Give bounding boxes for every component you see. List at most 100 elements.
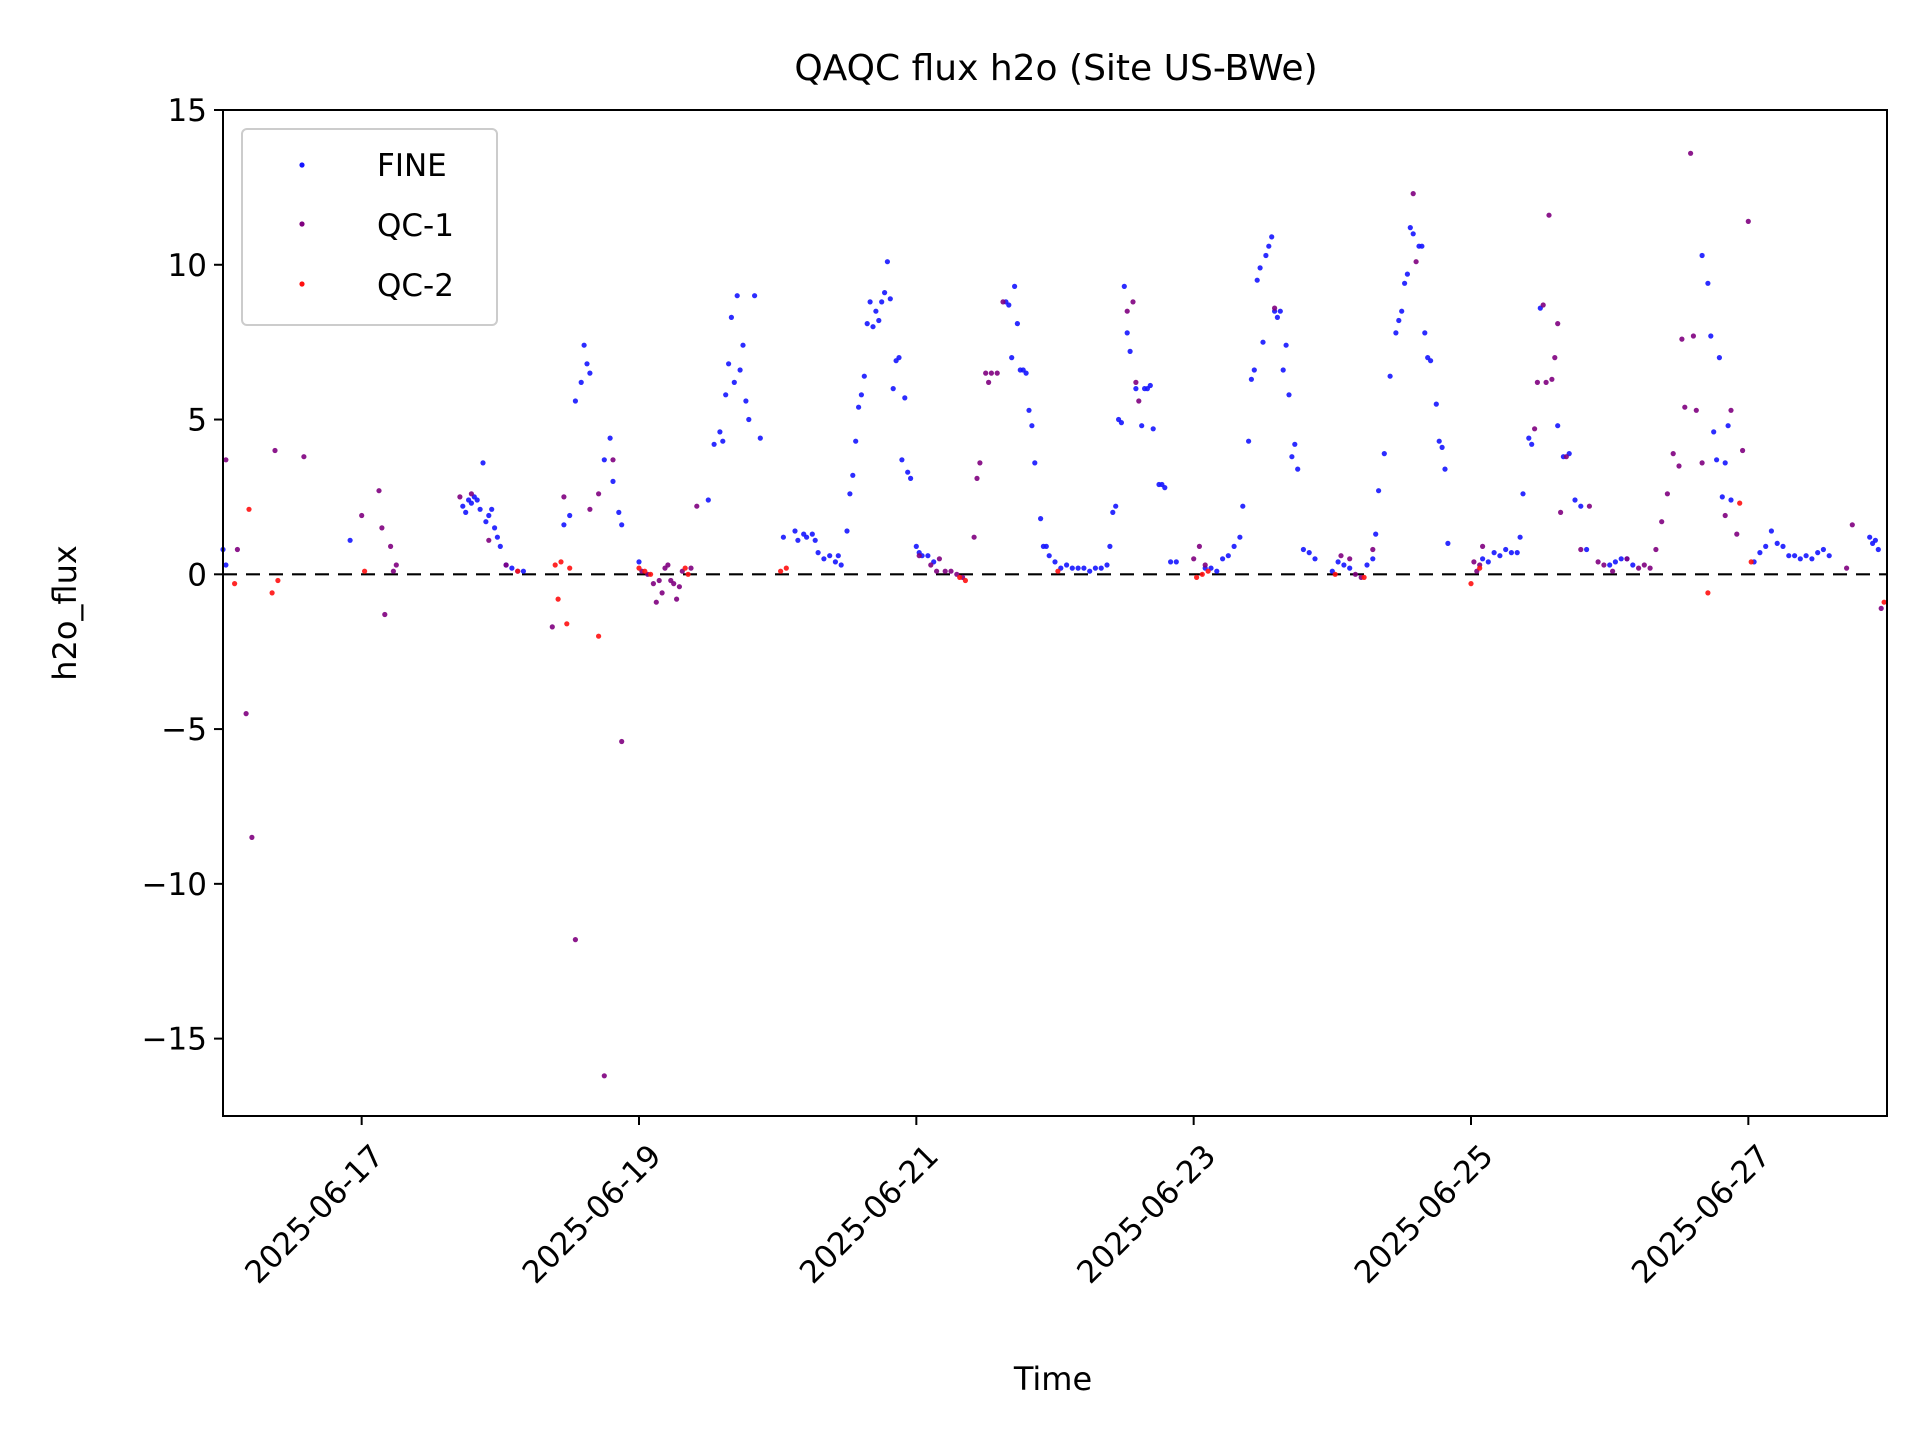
data-point bbox=[1231, 543, 1237, 550]
data-point bbox=[804, 534, 810, 540]
data-point bbox=[1705, 280, 1711, 286]
data-point bbox=[1251, 367, 1257, 373]
data-point bbox=[974, 475, 980, 481]
data-point bbox=[737, 367, 743, 373]
data-point bbox=[1055, 568, 1061, 574]
data-point bbox=[656, 577, 662, 584]
data-point bbox=[1376, 488, 1382, 494]
data-point bbox=[584, 361, 590, 367]
data-point bbox=[509, 565, 515, 571]
data-point bbox=[1699, 460, 1705, 466]
data-points bbox=[220, 150, 1887, 1079]
data-point bbox=[743, 398, 749, 404]
data-point bbox=[549, 624, 555, 630]
data-point bbox=[1757, 550, 1763, 556]
data-point bbox=[636, 565, 642, 571]
data-point bbox=[1064, 562, 1070, 568]
data-point bbox=[489, 506, 495, 512]
data-point bbox=[899, 457, 905, 463]
data-point bbox=[665, 562, 671, 568]
data-point bbox=[1248, 376, 1254, 382]
data-point bbox=[876, 317, 882, 324]
data-point bbox=[234, 546, 240, 553]
data-point bbox=[1737, 500, 1743, 506]
data-point bbox=[994, 370, 1000, 376]
data-point bbox=[705, 497, 711, 503]
data-point bbox=[1046, 553, 1052, 559]
data-point bbox=[1352, 571, 1358, 577]
data-point bbox=[1381, 451, 1387, 457]
data-point bbox=[717, 429, 723, 435]
data-point bbox=[1719, 494, 1725, 500]
data-point bbox=[347, 537, 353, 543]
data-point bbox=[1740, 447, 1746, 454]
data-point bbox=[1433, 401, 1439, 407]
data-point bbox=[1000, 299, 1006, 305]
data-point bbox=[1361, 574, 1367, 581]
data-point bbox=[1272, 305, 1278, 311]
data-point bbox=[1682, 404, 1688, 410]
data-point bbox=[1387, 373, 1393, 379]
data-point bbox=[887, 296, 893, 302]
data-point bbox=[1402, 280, 1408, 286]
data-point bbox=[1555, 423, 1561, 429]
data-point bbox=[1133, 379, 1139, 385]
data-point bbox=[249, 834, 255, 841]
data-point bbox=[1679, 336, 1685, 342]
data-point bbox=[1370, 546, 1376, 553]
data-point bbox=[1118, 420, 1124, 426]
data-point bbox=[1338, 553, 1344, 559]
plot-frame bbox=[222, 109, 1888, 1117]
y-tick-label: 0 bbox=[187, 557, 207, 593]
data-point bbox=[988, 370, 995, 376]
data-point bbox=[1676, 463, 1682, 469]
data-point bbox=[1364, 562, 1370, 568]
y-tick-label: 5 bbox=[187, 403, 207, 439]
data-point bbox=[1480, 556, 1486, 562]
data-point bbox=[1563, 454, 1569, 460]
data-point bbox=[1517, 534, 1523, 540]
data-point bbox=[752, 293, 758, 299]
data-point bbox=[1867, 534, 1873, 540]
data-point bbox=[1191, 556, 1197, 562]
data-point bbox=[1624, 556, 1630, 562]
data-point bbox=[1023, 370, 1029, 376]
data-point bbox=[844, 528, 850, 534]
data-point bbox=[564, 621, 570, 627]
data-point bbox=[1300, 546, 1306, 553]
data-point bbox=[468, 491, 474, 497]
data-point bbox=[581, 342, 587, 348]
data-point bbox=[1558, 509, 1564, 515]
data-point bbox=[1052, 559, 1058, 565]
data-point bbox=[1797, 556, 1803, 562]
data-point bbox=[572, 398, 579, 404]
data-point bbox=[1708, 333, 1714, 339]
data-point bbox=[676, 584, 683, 590]
data-point bbox=[272, 447, 278, 454]
data-point bbox=[694, 503, 700, 509]
data-point bbox=[671, 581, 677, 587]
data-point bbox=[746, 416, 752, 423]
data-point bbox=[232, 581, 238, 587]
data-point bbox=[1113, 503, 1119, 509]
data-point bbox=[1653, 546, 1659, 553]
data-point bbox=[587, 370, 593, 376]
data-point bbox=[1578, 503, 1584, 509]
data-point bbox=[1006, 302, 1012, 308]
data-point bbox=[821, 556, 827, 562]
data-point bbox=[1546, 212, 1552, 218]
data-point bbox=[1693, 407, 1699, 413]
data-point bbox=[1872, 537, 1878, 543]
data-point bbox=[1274, 314, 1280, 320]
data-point bbox=[463, 509, 469, 515]
data-point bbox=[1428, 358, 1434, 364]
data-point bbox=[792, 528, 798, 534]
data-point bbox=[567, 512, 573, 519]
data-point bbox=[1728, 407, 1734, 413]
data-point bbox=[1393, 330, 1399, 336]
legend-label-qc2: QC-2 bbox=[377, 268, 454, 304]
data-point bbox=[636, 559, 642, 565]
data-point bbox=[1335, 559, 1341, 565]
data-point bbox=[477, 506, 483, 512]
data-point bbox=[376, 488, 382, 494]
